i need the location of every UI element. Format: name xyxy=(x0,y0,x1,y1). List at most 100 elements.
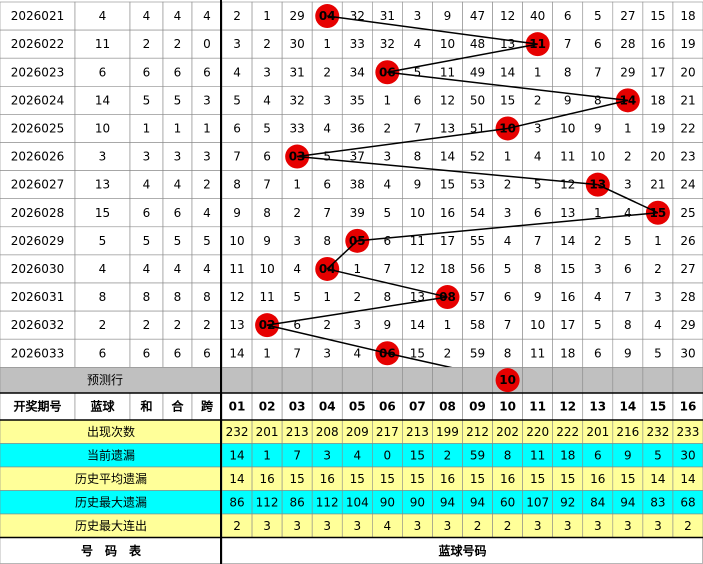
cell-text: 202 xyxy=(496,425,519,439)
cell-text: 11 xyxy=(95,37,110,51)
trend-line xyxy=(266,296,448,326)
cell-text: 47 xyxy=(470,9,485,23)
cell-text: 4 xyxy=(203,262,211,276)
cell-text: 112 xyxy=(316,495,339,509)
cell xyxy=(582,226,614,256)
cell xyxy=(582,310,614,340)
cell-text: 2 xyxy=(293,206,301,220)
cell-text: 2 xyxy=(263,37,271,51)
cell xyxy=(311,366,343,394)
cell-text: 8 xyxy=(504,448,512,462)
cell-text: 11 xyxy=(440,65,455,79)
cell-text: 27 xyxy=(680,262,695,276)
cell xyxy=(221,310,253,340)
cell xyxy=(582,57,614,87)
cell-text: 5 xyxy=(504,262,512,276)
cell xyxy=(552,86,584,115)
cell-text: 2 xyxy=(534,93,542,107)
cell xyxy=(492,310,523,340)
cell xyxy=(162,254,193,284)
cell-text: 4 xyxy=(534,150,542,164)
cell-text: 10 xyxy=(499,400,516,414)
cell xyxy=(402,114,433,143)
cell-text: 59 xyxy=(470,346,485,360)
cell-text: 8 xyxy=(594,93,602,107)
cell xyxy=(612,114,644,143)
cell-text: 13 xyxy=(440,121,455,135)
cell xyxy=(191,170,223,200)
cell xyxy=(642,226,674,256)
cell-text: 2 xyxy=(444,346,452,360)
cell xyxy=(0,198,76,228)
cell-text: 6 xyxy=(534,206,542,220)
cell xyxy=(372,170,403,200)
cell-text: 5 xyxy=(203,234,211,248)
cell xyxy=(341,57,373,87)
cell xyxy=(672,198,703,228)
cell-text: 31 xyxy=(380,9,395,23)
cell-text: 17 xyxy=(650,65,665,79)
cell xyxy=(432,310,463,340)
cell-text: 4 xyxy=(143,178,151,192)
cell xyxy=(191,1,223,31)
cell xyxy=(251,338,283,368)
cell-text: 2 xyxy=(353,290,361,304)
cell-text: 06 xyxy=(379,400,396,414)
cell-text: 2 xyxy=(233,9,241,23)
cell-text: 4 xyxy=(143,9,151,23)
cell-text: 31 xyxy=(290,65,305,79)
cell-text: 04 xyxy=(319,400,336,414)
cell xyxy=(612,226,644,256)
cell-text: 16 xyxy=(560,290,575,304)
cell-text: 3 xyxy=(654,290,662,304)
cell xyxy=(311,282,343,312)
cell-text: 开奖期号 xyxy=(13,399,61,414)
cell-text: 107 xyxy=(526,495,549,509)
cell xyxy=(522,310,553,340)
cell xyxy=(522,366,553,394)
cell xyxy=(221,282,253,312)
cell-text: 30 xyxy=(680,346,695,360)
cell xyxy=(251,198,283,228)
cell-text: 28 xyxy=(620,37,635,51)
cell-text: 4 xyxy=(99,262,107,276)
cell-text: 15 xyxy=(560,262,575,276)
cell-text: 2 xyxy=(504,519,512,533)
cell-text: 2 xyxy=(143,37,151,51)
cell-text: 5 xyxy=(594,318,602,332)
cell-text: 90 xyxy=(410,495,425,509)
cell xyxy=(191,57,223,87)
cell xyxy=(0,1,76,31)
cell xyxy=(129,310,164,340)
cell xyxy=(74,310,131,340)
cell-text: 2026021 xyxy=(11,9,64,23)
cell xyxy=(492,338,523,368)
cell xyxy=(341,1,373,31)
cell-text: 2026027 xyxy=(11,178,64,192)
cell-text: 52 xyxy=(470,150,485,164)
cell-text: 4 xyxy=(99,9,107,23)
cell-text: 3 xyxy=(654,519,662,533)
cell xyxy=(642,366,674,394)
cell xyxy=(612,170,644,200)
cell-text: 5 xyxy=(323,150,331,164)
cell-text: 3 xyxy=(594,262,602,276)
cell-text: 3 xyxy=(263,519,271,533)
cell xyxy=(462,282,493,312)
cell-text: 16 xyxy=(440,472,455,486)
cell-text: 2026032 xyxy=(11,318,64,332)
cell xyxy=(281,114,313,143)
cell-text: 2 xyxy=(99,318,107,332)
cell xyxy=(0,57,76,87)
cell-text: 15 xyxy=(560,472,575,486)
cell xyxy=(492,198,523,228)
cell-text: 2 xyxy=(624,150,632,164)
cell xyxy=(402,170,433,200)
cell-text: 历史平均遗漏 xyxy=(75,472,147,486)
cell-text: 2026028 xyxy=(11,206,64,220)
cell-text: 1 xyxy=(263,346,271,360)
cell-text: 9 xyxy=(624,346,632,360)
cell-text: 18 xyxy=(560,346,575,360)
cell-text: 94 xyxy=(470,495,485,509)
cell-text: 216 xyxy=(616,425,639,439)
